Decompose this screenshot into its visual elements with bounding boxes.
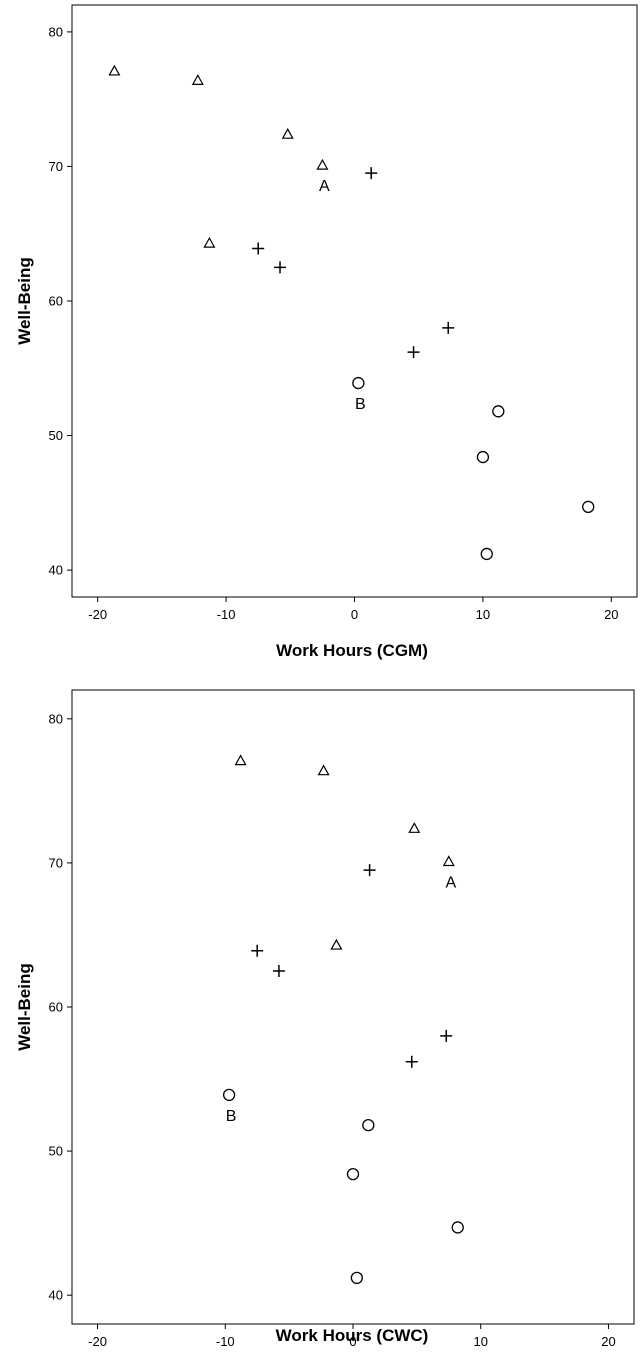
plus-marker: [407, 346, 420, 359]
circle-marker: [492, 405, 505, 418]
circle-marker: [362, 1119, 375, 1132]
plus-marker: [405, 1055, 418, 1068]
x-tick-label: 20: [601, 1334, 615, 1349]
triangle-marker: [281, 127, 294, 139]
circle-marker: [350, 1271, 363, 1285]
markers-layer: AB: [222, 754, 464, 1285]
axis-ticks-layer: -20 -10 0 10 20 40 50 60 70 80: [49, 689, 635, 1349]
point-annotation-label: B: [226, 1108, 237, 1125]
triangle-marker: [330, 938, 343, 950]
triangle-marker: [203, 236, 216, 248]
circle-marker: [451, 1221, 464, 1234]
circle-marker: [222, 1088, 236, 1102]
plot-frame: [71, 4, 638, 598]
x-axis-title: Work Hours (CWC): [276, 1326, 429, 1345]
plus-marker: [252, 242, 265, 255]
y-axis-title: Well-Being: [15, 963, 34, 1051]
x-tick-label: 0: [351, 607, 358, 622]
circle-marker: [352, 376, 365, 390]
circle-marker: [476, 450, 490, 464]
x-axis-title: Work Hours (CGM): [276, 641, 428, 660]
triangle-marker: [191, 74, 204, 85]
triangle-marker: [234, 754, 247, 766]
x-tick-label: -10: [217, 607, 236, 622]
y-tick-label: 60: [49, 1000, 63, 1015]
plot-frame: [71, 689, 635, 1325]
y-tick-label: 40: [49, 1288, 63, 1303]
plus-marker: [251, 944, 264, 957]
y-tick-label: 50: [49, 428, 63, 443]
triangle-marker: [408, 822, 421, 833]
x-tick-label: 10: [473, 1334, 487, 1349]
y-axis-title: Well-Being: [15, 257, 34, 345]
axis-ticks-layer: -20 -10 0 10 20 40 50 60 70 80: [49, 4, 638, 622]
x-tick-label: -20: [88, 607, 107, 622]
triangle-marker: [317, 764, 330, 776]
y-tick-label: 80: [49, 711, 63, 726]
x-tick-label: 10: [476, 607, 490, 622]
circle-marker: [346, 1167, 360, 1181]
x-tick-label: 0: [349, 1334, 356, 1349]
markers-layer: AB: [108, 64, 595, 561]
y-tick-label: 50: [49, 1144, 63, 1159]
x-tick-label: -20: [88, 1334, 107, 1349]
triangle-marker: [442, 855, 455, 867]
triangle-marker: [316, 158, 329, 170]
plus-marker: [363, 864, 376, 877]
plus-marker: [440, 1029, 453, 1042]
y-tick-label: 70: [49, 159, 63, 174]
point-annotation-label: B: [355, 396, 366, 413]
point-annotation-label: A: [319, 178, 330, 195]
circle-marker: [480, 547, 493, 561]
triangle-marker: [108, 64, 121, 76]
y-tick-label: 80: [49, 24, 63, 39]
x-tick-label: 20: [604, 607, 618, 622]
plus-marker: [274, 261, 287, 274]
circle-marker: [582, 500, 595, 514]
plus-marker: [365, 167, 378, 180]
plus-marker: [442, 321, 455, 334]
y-tick-label: 40: [49, 563, 63, 578]
y-tick-label: 70: [49, 855, 63, 870]
y-tick-label: 60: [49, 294, 63, 309]
point-annotation-label: A: [445, 874, 456, 891]
x-tick-label: -10: [216, 1334, 235, 1349]
plus-marker: [272, 964, 285, 977]
